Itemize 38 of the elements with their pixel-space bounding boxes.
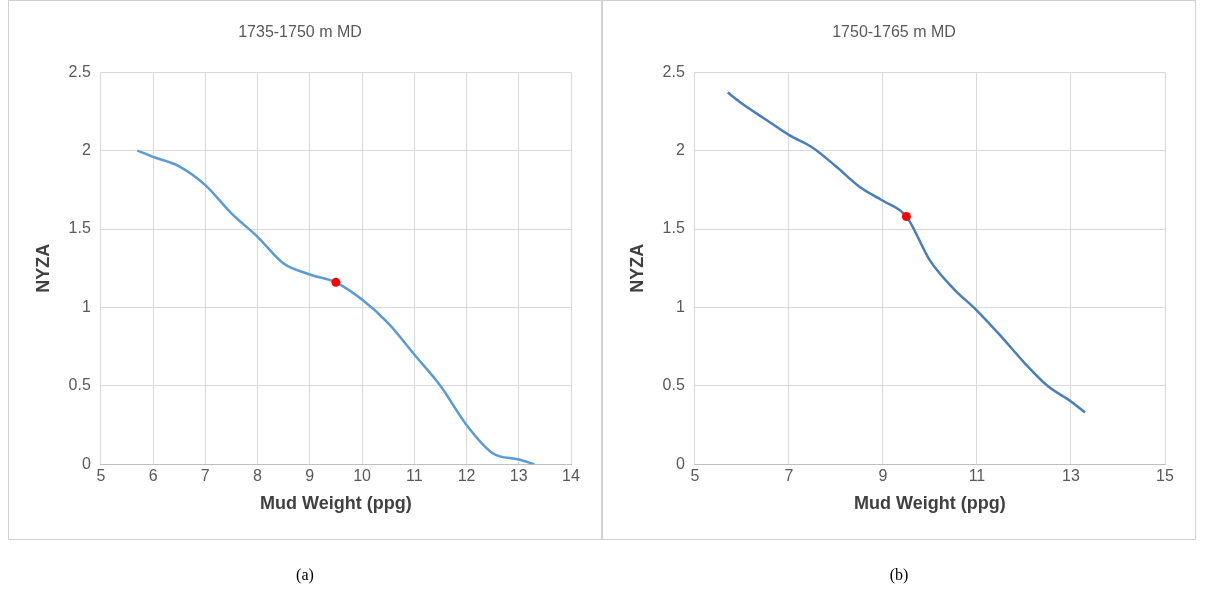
chart-title: 1750-1765 m MD	[832, 23, 956, 41]
chart-title: 1735-1750 m MD	[238, 23, 362, 41]
x-tick-label: 14	[562, 467, 580, 485]
y-tick-label: 0	[81, 454, 91, 472]
x-tick-label: 12	[457, 467, 476, 485]
x-tick-label: 5	[96, 467, 106, 485]
y-tick-label: 1	[675, 297, 685, 315]
x-tick-label: 10	[353, 467, 372, 485]
y-tick-label: 1.5	[68, 219, 91, 237]
text: (a)	[295, 566, 315, 584]
y-tick-label: 1	[81, 297, 91, 315]
x-tick-label: 6	[148, 467, 158, 485]
y-tick-label: 2.5	[662, 62, 685, 80]
y-tick-label: 0	[675, 454, 685, 472]
x-tick-label: 11	[405, 467, 423, 485]
x-axis-title: Mud Weight (ppg)	[260, 493, 412, 514]
x-tick-label: 9	[878, 467, 888, 485]
y-axis-title: NYZA	[32, 243, 53, 293]
x-tick-label: 13	[1062, 467, 1080, 485]
y-tick-label: 2	[81, 141, 91, 159]
y-tick-label: 1.5	[662, 219, 685, 237]
x-tick-label: 7	[200, 467, 210, 485]
y-tick-label: 2.5	[68, 62, 91, 80]
line-series	[136, 149, 536, 465]
x-tick-label: 15	[1156, 467, 1174, 485]
line-series	[726, 91, 1087, 414]
y-axis-title: NYZA	[626, 243, 647, 293]
x-tick-label: 9	[305, 467, 315, 485]
y-tick-label: 0.5	[662, 376, 685, 394]
x-tick-label: 13	[509, 467, 528, 485]
text: (b)	[888, 566, 910, 584]
y-tick-label: 2	[675, 141, 685, 159]
x-axis-title: Mud Weight (ppg)	[854, 493, 1006, 514]
x-tick-label: 7	[784, 467, 794, 485]
x-tick-label: 8	[253, 467, 263, 485]
x-tick-label: 5	[690, 467, 700, 485]
y-tick-label: 0.5	[68, 376, 91, 394]
x-tick-label: 11	[968, 467, 986, 485]
